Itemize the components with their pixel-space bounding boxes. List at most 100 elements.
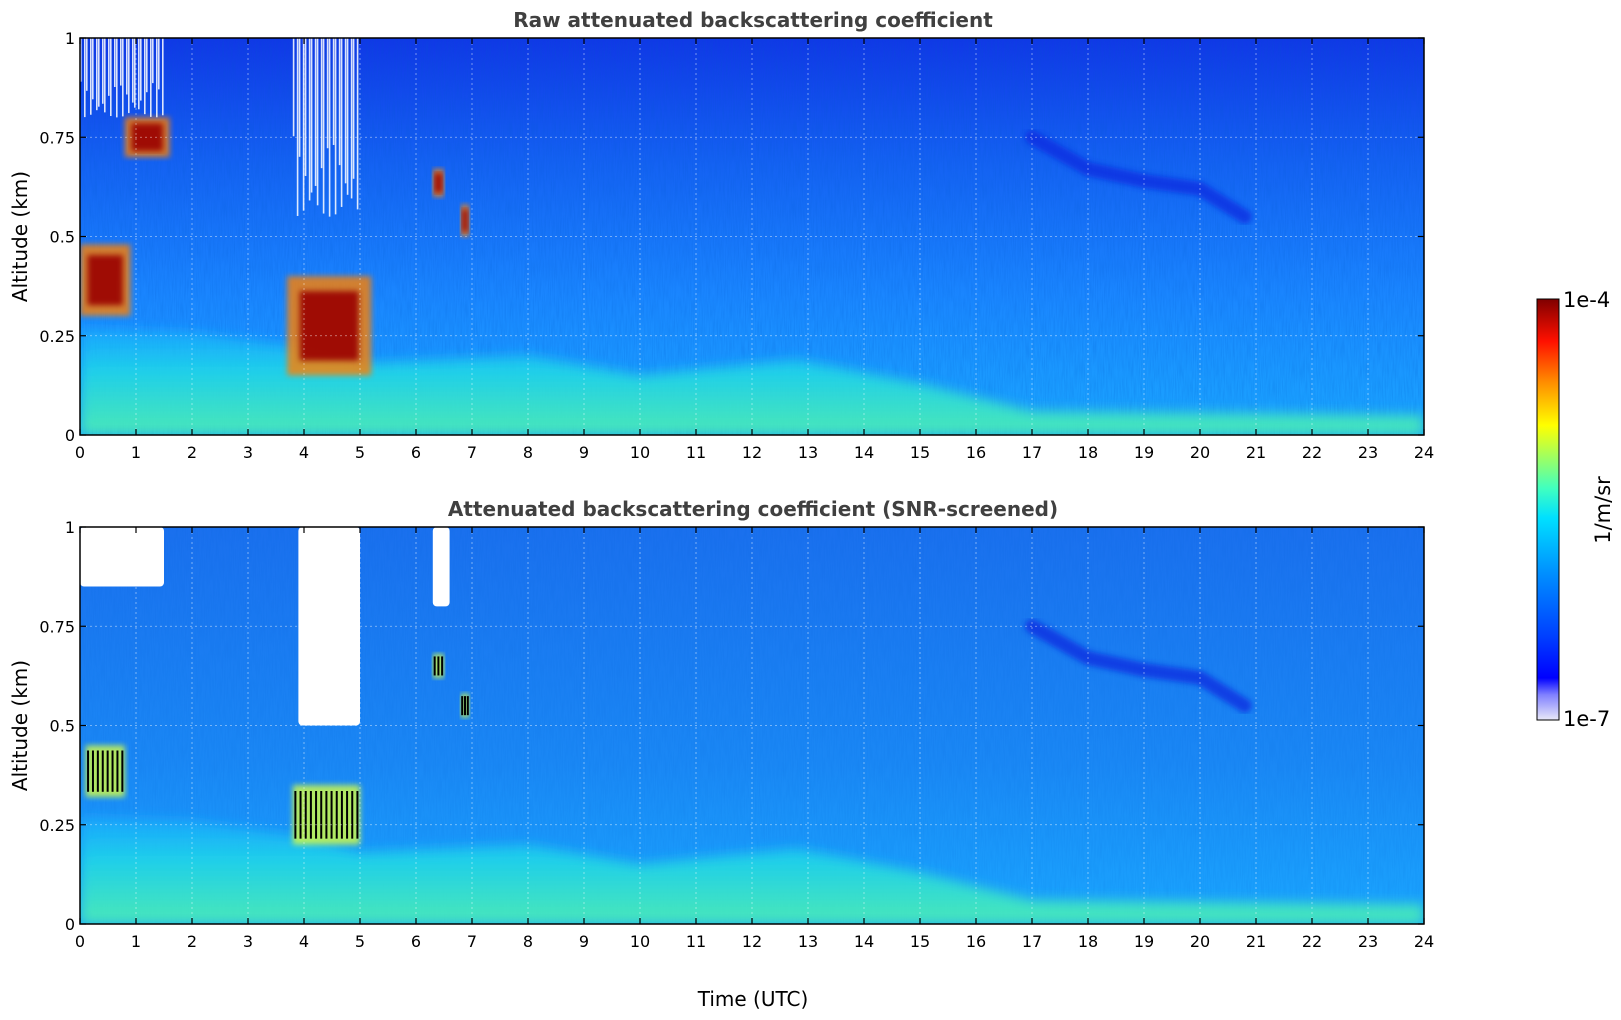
no-data-streak — [326, 38, 329, 149]
x-tick-label: 11 — [686, 932, 706, 951]
x-tick-label: 2 — [187, 932, 197, 951]
x-tick-label: 19 — [1134, 932, 1154, 951]
no-data-streak — [114, 38, 116, 87]
no-data-streak — [328, 38, 331, 217]
x-tick-label: 1 — [131, 443, 141, 462]
strong-return-core — [434, 173, 443, 193]
y-tick-label: 1 — [65, 29, 75, 48]
no-data-streak — [292, 38, 295, 137]
x-tick-label: 21 — [1246, 932, 1266, 951]
x-tick-label: 20 — [1190, 932, 1210, 951]
no-data-streak — [162, 38, 164, 116]
x-tick-label: 10 — [630, 932, 650, 951]
x-tick-label: 6 — [411, 443, 421, 462]
no-data-streak — [132, 38, 134, 103]
x-tick-label: 24 — [1414, 443, 1434, 462]
no-data-streak — [310, 38, 313, 193]
panel-title: Attenuated backscattering coefficient (S… — [448, 497, 1058, 521]
x-tick-label: 10 — [630, 443, 650, 462]
panel-title: Raw attenuated backscattering coefficien… — [513, 8, 993, 32]
x-tick-label: 14 — [854, 443, 874, 462]
x-tick-label: 12 — [742, 932, 762, 951]
no-data-streak — [92, 38, 94, 100]
y-axis-label: Altitude (km) — [8, 660, 32, 791]
no-data-streak — [128, 38, 130, 114]
x-tick-label: 6 — [411, 932, 421, 951]
raw-backscatter-panel: Raw attenuated backscattering coefficien… — [8, 8, 1434, 462]
x-tick-label: 19 — [1134, 443, 1154, 462]
no-data-streak — [346, 38, 349, 195]
x-tick-label: 23 — [1358, 443, 1378, 462]
no-data-streak — [304, 38, 307, 176]
no-data-streak — [322, 38, 325, 214]
x-tick-label: 24 — [1414, 932, 1434, 951]
x-tick-label: 5 — [355, 443, 365, 462]
residual-layer — [1025, 619, 1252, 713]
x-tick-label: 13 — [798, 443, 818, 462]
no-data-streak — [350, 38, 353, 199]
x-tick-label: 7 — [467, 443, 477, 462]
saturated-return-halo — [85, 745, 125, 797]
no-data-streak — [126, 38, 128, 95]
x-axis-ticks: 0 1 2 3 4 5 6 7 8 9 10 11 12 13 14 15 16 17 18 19 20 21 22 23 24 — [75, 38, 1434, 462]
grid-lines — [80, 527, 1424, 924]
y-tick-label: 0.25 — [39, 816, 75, 835]
x-tick-label: 3 — [243, 443, 253, 462]
no-data-streak — [156, 38, 158, 118]
no-data-streak — [334, 38, 337, 215]
x-tick-label: 20 — [1190, 443, 1210, 462]
no-data-streak — [96, 38, 98, 111]
y-tick-label: 0.5 — [50, 228, 75, 247]
y-tick-label: 1 — [65, 518, 75, 537]
strong-return-core — [299, 291, 359, 361]
screened-backscatter-panel: Attenuated backscattering coefficient (S… — [8, 497, 1434, 1011]
strong-return-core — [462, 209, 468, 232]
x-tick-label: 4 — [299, 443, 309, 462]
no-data-streak — [116, 38, 118, 118]
no-data-streak — [296, 38, 299, 216]
x-tick-label: 1 — [131, 932, 141, 951]
screened-region — [80, 527, 164, 587]
no-data-streak — [340, 38, 343, 207]
no-data-streak — [138, 38, 140, 110]
x-tick-label: 15 — [910, 443, 930, 462]
no-data-streak — [298, 38, 301, 157]
no-data-streak — [144, 38, 146, 115]
no-data-streak — [140, 38, 142, 101]
y-axis-ticks: 0 0.25 0.5 0.75 1 — [39, 518, 1424, 934]
residual-layer — [1025, 130, 1252, 224]
x-tick-label: 2 — [187, 443, 197, 462]
x-tick-label: 4 — [299, 932, 309, 951]
x-tick-label: 22 — [1302, 443, 1322, 462]
strong-return-core — [87, 255, 123, 306]
no-data-streak — [134, 38, 136, 108]
no-data-streak — [314, 38, 317, 186]
colorbar-max-label: 1e-4 — [1563, 288, 1610, 312]
x-tick-label: 13 — [798, 932, 818, 951]
x-tick-label: 23 — [1358, 932, 1378, 951]
no-data-streak — [302, 38, 305, 211]
x-tick-label: 9 — [579, 443, 589, 462]
no-data-streak — [110, 38, 112, 117]
y-tick-label: 0 — [65, 915, 75, 934]
x-tick-label: 16 — [966, 932, 986, 951]
x-tick-label: 3 — [243, 932, 253, 951]
x-tick-label: 5 — [355, 932, 365, 951]
x-tick-label: 0 — [75, 443, 85, 462]
no-data-streak — [356, 38, 359, 210]
x-tick-label: 7 — [467, 932, 477, 951]
no-data-streak — [80, 38, 82, 82]
no-data-streak — [158, 38, 160, 90]
no-data-streak — [104, 38, 106, 113]
y-axis-ticks: 0 0.25 0.5 0.75 1 — [39, 29, 1424, 445]
x-tick-label: 8 — [523, 443, 533, 462]
x-tick-label: 17 — [1022, 443, 1042, 462]
no-data-streak — [152, 38, 154, 84]
no-data-streak — [150, 38, 152, 117]
screened-region — [432, 527, 450, 607]
no-data-streak — [120, 38, 122, 86]
no-data-streak — [90, 38, 92, 115]
x-tick-label: 18 — [1078, 932, 1098, 951]
no-data-streak — [146, 38, 148, 93]
